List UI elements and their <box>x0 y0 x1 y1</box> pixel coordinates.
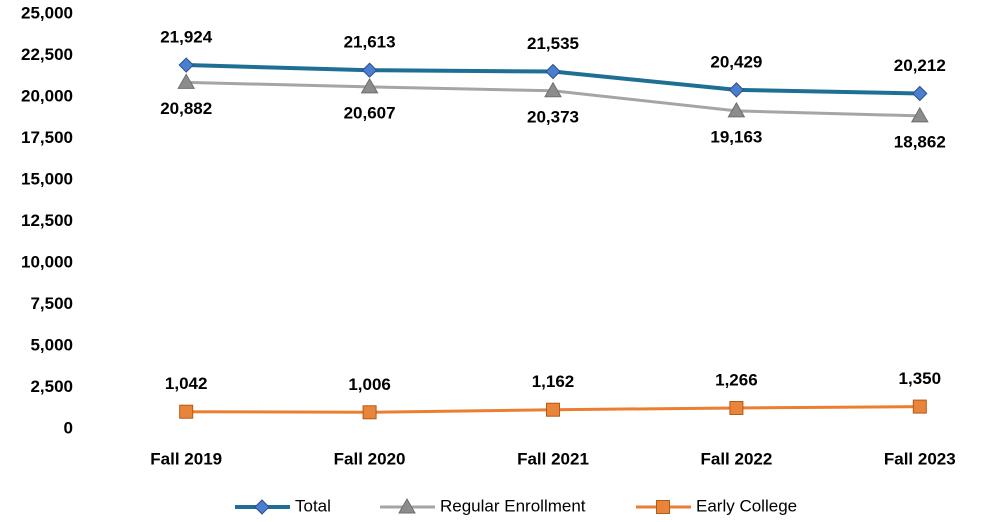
y-tick-label: 0 <box>64 418 73 437</box>
y-tick-label: 2,500 <box>30 377 73 396</box>
marker <box>912 85 928 102</box>
y-tick-label: 12,500 <box>21 211 73 230</box>
legend-marker <box>656 500 670 514</box>
data-label: 21,924 <box>160 28 213 47</box>
legend-marker <box>254 499 270 515</box>
x-tick-label: Fall 2022 <box>700 449 772 468</box>
y-tick-label: 20,000 <box>21 86 73 105</box>
y-tick-label: 5,000 <box>30 335 73 354</box>
legend-label: Early College <box>696 496 797 515</box>
marker <box>727 101 746 118</box>
marker <box>728 82 745 98</box>
data-label: 1,042 <box>165 374 208 393</box>
data-label: 20,882 <box>160 99 212 118</box>
legend-label: Regular Enrollment <box>440 496 586 515</box>
marker <box>544 81 562 98</box>
y-tick-label: 17,500 <box>21 128 73 147</box>
marker <box>912 399 927 414</box>
y-tick-label: 7,500 <box>30 294 73 313</box>
data-label: 20,429 <box>710 52 762 71</box>
marker <box>361 62 378 78</box>
data-label: 1,350 <box>899 369 942 388</box>
data-label: 19,163 <box>710 127 762 146</box>
data-label: 1,162 <box>532 372 575 391</box>
marker <box>177 73 196 89</box>
y-tick-label: 22,500 <box>21 45 73 64</box>
marker <box>729 400 744 415</box>
legend-label: Total <box>295 496 331 515</box>
x-tick-label: Fall 2019 <box>150 449 222 468</box>
data-label: 20,212 <box>894 56 946 75</box>
data-label: 20,373 <box>527 107 579 126</box>
data-label: 1,266 <box>715 370 758 389</box>
marker <box>545 63 561 80</box>
marker <box>179 404 194 419</box>
x-tick-label: Fall 2021 <box>517 449 589 468</box>
x-tick-label: Fall 2020 <box>334 449 406 468</box>
y-tick-label: 25,000 <box>21 3 73 22</box>
data-label: 1,006 <box>348 375 391 394</box>
y-tick-label: 15,000 <box>21 169 73 188</box>
data-label: 21,535 <box>527 34 579 53</box>
marker <box>910 106 929 123</box>
marker <box>546 402 560 417</box>
marker <box>362 405 377 420</box>
data-label: 18,862 <box>894 132 946 151</box>
legend-marker <box>398 497 416 514</box>
y-tick-label: 10,000 <box>21 252 73 271</box>
data-label: 20,607 <box>344 103 396 122</box>
x-tick-label: Fall 2023 <box>884 449 956 468</box>
marker <box>178 57 194 73</box>
marker <box>360 77 379 94</box>
data-label: 21,613 <box>344 33 396 52</box>
